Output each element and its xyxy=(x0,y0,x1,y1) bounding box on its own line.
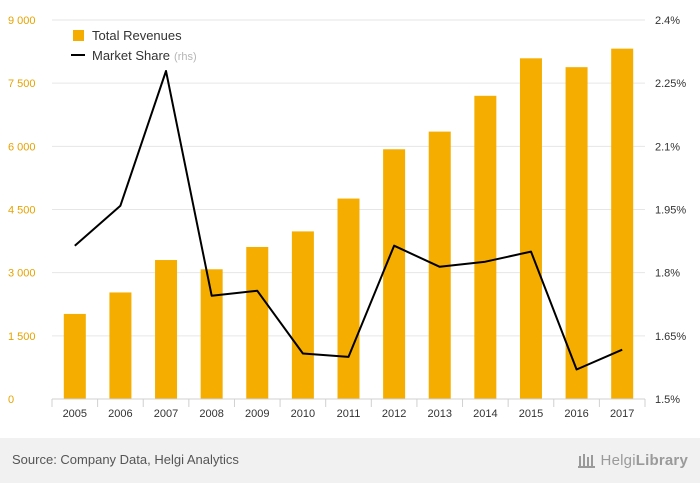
brand-logo: HelgiLibrary xyxy=(577,448,688,472)
brand-name-bold: Library xyxy=(635,451,688,469)
y-left-tick-label: 1 500 xyxy=(8,331,36,343)
x-tick-label: 2013 xyxy=(427,408,451,420)
y-right-tick-label: 1.95% xyxy=(655,205,686,217)
library-icon xyxy=(577,454,595,468)
legend-label-market-share: Market Share (rhs) xyxy=(92,48,197,63)
bar-2012 xyxy=(383,149,406,399)
bar-2011 xyxy=(337,198,360,399)
y-right-tick-label: 1.65% xyxy=(655,331,686,343)
y-right-tick-label: 1.5% xyxy=(655,394,680,406)
y-left-tick-label: 6 000 xyxy=(8,141,36,153)
brand-name: HelgiLibrary xyxy=(601,452,688,469)
source-text: Source: Company Data, Helgi Analytics xyxy=(12,452,239,467)
x-axis: 2005 2006 2007 2008 2009 2010 2011 2012 2013 2014… xyxy=(51,398,646,420)
bar-2015 xyxy=(519,58,542,400)
legend-label-total-revenues: Total Revenues xyxy=(92,28,182,43)
y-left-tick-label: 0 xyxy=(8,394,14,406)
x-tick-label: 2015 xyxy=(519,408,543,420)
x-tick-label: 2008 xyxy=(199,408,223,420)
y-left-tick-label: 4 500 xyxy=(8,205,36,217)
line-series xyxy=(74,70,623,371)
x-tick-label: 2014 xyxy=(473,408,497,420)
x-tick-label: 2012 xyxy=(382,408,406,420)
legend-swatch-total-revenues xyxy=(73,30,84,41)
y-left-tick-label: 7 500 xyxy=(8,78,36,90)
y-right-tick-label: 1.8% xyxy=(655,268,680,280)
y-right-tick-label: 2.25% xyxy=(655,78,686,90)
bar-series xyxy=(63,48,634,400)
footer: Source: Company Data, Helgi Analytics He… xyxy=(0,438,700,483)
bar-2006 xyxy=(109,292,132,399)
y-right-tick-label: 2.1% xyxy=(655,141,680,153)
x-tick-label: 2005 xyxy=(63,408,87,420)
x-tick-label: 2011 xyxy=(337,408,361,420)
bar-2014 xyxy=(474,95,497,400)
bar-2010 xyxy=(291,231,314,399)
chart: 0 1 500 3 000 4 500 6 000 7 500 9 000 1.5% 1.65… xyxy=(8,15,686,420)
y-axis-left: 0 1 500 3 000 4 500 6 000 7 500 9 000 xyxy=(8,15,36,406)
y-left-tick-label: 3 000 xyxy=(8,268,36,280)
bar-2013 xyxy=(428,131,451,399)
legend-label-market-share-suffix: (rhs) xyxy=(174,51,197,63)
x-tick-label: 2017 xyxy=(610,408,634,420)
bar-2008 xyxy=(200,269,223,399)
x-tick-label: 2010 xyxy=(291,408,315,420)
x-tick-label: 2009 xyxy=(245,408,269,420)
y-right-tick-label: 2.4% xyxy=(655,15,680,27)
x-tick-label: 2016 xyxy=(564,408,588,420)
x-tick-label: 2007 xyxy=(154,408,178,420)
x-tick-label: 2006 xyxy=(108,408,132,420)
legend-label-market-share-name: Market Share xyxy=(92,48,170,63)
bar-2005 xyxy=(63,313,86,399)
y-axis-right: 1.5% 1.65% 1.8% 1.95% 2.1% 2.25% 2.4% xyxy=(655,15,686,406)
bar-2016 xyxy=(565,67,588,400)
brand-name-light: Helgi xyxy=(600,451,636,469)
bar-2009 xyxy=(246,246,269,399)
y-left-tick-label: 9 000 xyxy=(8,15,36,27)
bar-2007 xyxy=(155,260,178,399)
legend: Total Revenues Market Share (rhs) xyxy=(71,28,197,63)
bar-2017 xyxy=(611,48,634,399)
